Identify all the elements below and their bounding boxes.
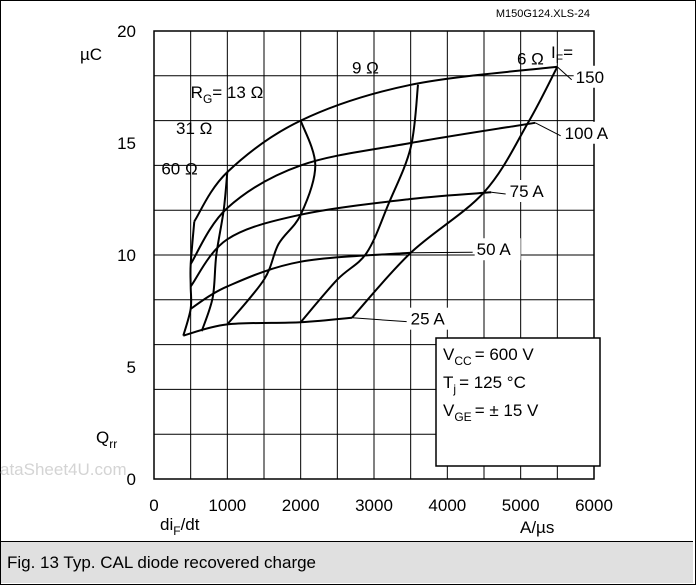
series-leader	[556, 66, 573, 81]
series-label-bg	[507, 180, 554, 202]
series-leader	[410, 251, 473, 254]
tick-labels: 0 1000 2000 3000 4000 5000 6000 0 5 10 15 20	[117, 22, 613, 515]
resistance-line	[182, 221, 196, 336]
file-label: M150G124.XLS-24	[496, 8, 590, 20]
x-tick-label: 1000	[208, 496, 246, 515]
y-unit-label: µC	[80, 45, 102, 64]
figure-caption: Fig. 13 Typ. CAL diode recovered charge	[7, 553, 317, 572]
legend-header: IF=	[551, 43, 573, 66]
series-label: 75 A	[510, 182, 545, 201]
y-tick-label: 5	[127, 358, 136, 377]
series-label-bg	[562, 121, 619, 144]
y-tick-label: 10	[117, 246, 136, 265]
conditions-box	[435, 337, 601, 467]
series-line	[193, 65, 558, 222]
curves	[182, 65, 573, 337]
condition-vcc: VCC = 600 V	[443, 345, 534, 368]
series-label: 150	[576, 68, 604, 87]
plot-area-border	[153, 30, 595, 480]
condition-tj: Tj = 125 °C	[443, 373, 526, 396]
series-line	[189, 121, 536, 265]
x-tick-label: 3000	[355, 496, 393, 515]
x-tick-label: 6000	[575, 496, 613, 515]
x-tick-label: 4000	[428, 496, 466, 515]
figure-caption-bar: Fig. 13 Typ. CAL diode recovered charge	[1, 541, 693, 583]
series-label-bg	[474, 238, 521, 261]
y-tick-label: 15	[117, 134, 136, 153]
y-tick-label: 0	[127, 470, 136, 489]
x-tick-label: 5000	[502, 496, 540, 515]
series-line	[190, 251, 411, 310]
x-tick-label: 2000	[282, 496, 320, 515]
resistance-label: 60 Ω	[161, 159, 197, 178]
series-label-bg	[573, 65, 610, 88]
resistance-label: 31 Ω	[176, 119, 212, 138]
x-axis-label: diF/dt	[160, 515, 200, 538]
x-tick-label: 0	[149, 496, 158, 515]
x-unit-label: A/µs	[520, 518, 554, 537]
resistance-line	[226, 120, 317, 326]
resistance-label: 6 Ω	[517, 50, 544, 69]
resistance-line	[351, 66, 559, 319]
series-label: 50 A	[477, 240, 512, 259]
series-label-bg	[408, 307, 455, 330]
series-line	[189, 191, 492, 288]
resistance-label: 9 Ω	[352, 59, 379, 78]
series-label: 100 A	[565, 124, 609, 143]
series-leader	[351, 317, 407, 323]
series-leader	[491, 191, 506, 195]
resistance-line	[200, 172, 229, 332]
series-label: 25 A	[411, 310, 446, 329]
y-axis-label: Qrr	[96, 428, 117, 451]
watermark: ataSheet4U.com	[0, 460, 127, 479]
resistance-label: RG= 13 Ω	[191, 83, 264, 106]
resistance-line	[299, 84, 419, 323]
series-leader	[535, 122, 561, 137]
y-tick-label: 20	[117, 22, 136, 41]
series-line	[183, 316, 353, 337]
labels: 150 100 A 75 A 50 A 25 A 60 Ω 31 Ω RG= 13 Ω 9 Ω 6…	[161, 50, 619, 330]
condition-vge: VGE = ± 15 V	[443, 401, 539, 424]
